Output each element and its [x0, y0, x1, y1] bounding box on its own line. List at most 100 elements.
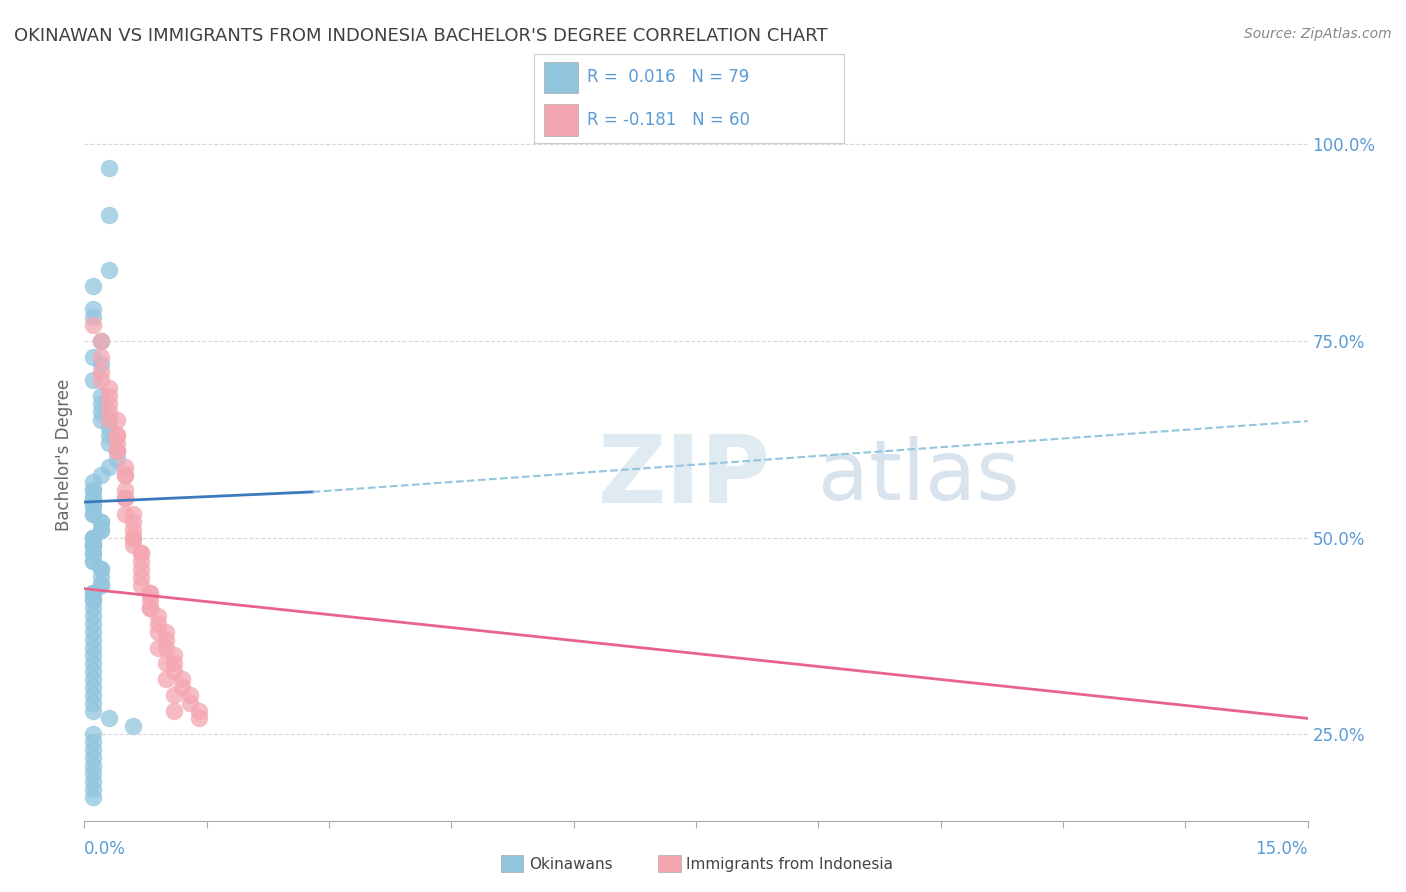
- Point: [131, 562, 153, 576]
- Point: [97, 428, 120, 442]
- Point: [90, 523, 112, 537]
- Point: [97, 412, 120, 426]
- Point: [105, 428, 128, 442]
- Point: [90, 405, 112, 419]
- Point: [82, 499, 104, 513]
- Point: [82, 554, 104, 568]
- Point: [82, 601, 104, 615]
- Point: [163, 657, 186, 671]
- Point: [90, 515, 112, 529]
- Point: [82, 531, 104, 545]
- Point: [82, 531, 104, 545]
- Point: [82, 624, 104, 639]
- Point: [146, 640, 169, 655]
- Point: [105, 436, 128, 450]
- Point: [82, 735, 104, 749]
- Text: atlas: atlas: [818, 436, 1019, 517]
- Point: [97, 711, 120, 725]
- Point: [114, 507, 136, 521]
- Point: [97, 381, 120, 395]
- Point: [138, 601, 160, 615]
- Point: [82, 696, 104, 710]
- Point: [122, 515, 145, 529]
- Point: [97, 397, 120, 411]
- Text: Okinawans: Okinawans: [529, 857, 612, 871]
- Point: [163, 688, 186, 702]
- Point: [90, 365, 112, 379]
- Point: [90, 562, 112, 576]
- Point: [146, 609, 169, 624]
- Point: [187, 711, 209, 725]
- Point: [82, 546, 104, 560]
- Point: [122, 507, 145, 521]
- Point: [90, 515, 112, 529]
- Point: [82, 750, 104, 764]
- Point: [82, 373, 104, 387]
- FancyBboxPatch shape: [544, 104, 578, 136]
- Point: [105, 428, 128, 442]
- Point: [82, 350, 104, 364]
- Point: [82, 593, 104, 607]
- Point: [90, 577, 112, 591]
- Point: [187, 704, 209, 718]
- Point: [82, 648, 104, 663]
- Point: [82, 554, 104, 568]
- Point: [82, 531, 104, 545]
- Point: [82, 507, 104, 521]
- Point: [90, 562, 112, 576]
- Point: [146, 624, 169, 639]
- Point: [105, 444, 128, 458]
- Point: [97, 208, 120, 222]
- Point: [82, 664, 104, 678]
- Point: [97, 405, 120, 419]
- Point: [163, 648, 186, 663]
- Point: [82, 727, 104, 741]
- Point: [82, 782, 104, 797]
- Text: R = -0.181   N = 60: R = -0.181 N = 60: [586, 111, 749, 128]
- Point: [155, 657, 177, 671]
- Point: [82, 672, 104, 686]
- Point: [82, 766, 104, 780]
- Point: [131, 546, 153, 560]
- Point: [122, 719, 145, 733]
- Point: [82, 688, 104, 702]
- Text: Immigrants from Indonesia: Immigrants from Indonesia: [686, 857, 893, 871]
- Point: [90, 334, 112, 348]
- Point: [90, 389, 112, 403]
- Point: [105, 444, 128, 458]
- Point: [82, 318, 104, 333]
- Text: R =  0.016   N = 79: R = 0.016 N = 79: [586, 68, 749, 86]
- Point: [90, 373, 112, 387]
- Point: [82, 585, 104, 599]
- Text: OKINAWAN VS IMMIGRANTS FROM INDONESIA BACHELOR'S DEGREE CORRELATION CHART: OKINAWAN VS IMMIGRANTS FROM INDONESIA BA…: [14, 27, 828, 45]
- Point: [172, 680, 194, 694]
- Point: [138, 601, 160, 615]
- Point: [105, 412, 128, 426]
- Point: [114, 459, 136, 474]
- Point: [97, 420, 120, 434]
- Point: [105, 451, 128, 466]
- Point: [155, 672, 177, 686]
- Point: [131, 546, 153, 560]
- Text: ZIP: ZIP: [598, 431, 770, 523]
- Point: [90, 397, 112, 411]
- Point: [82, 499, 104, 513]
- Y-axis label: Bachelor's Degree: Bachelor's Degree: [55, 379, 73, 531]
- Point: [90, 523, 112, 537]
- Point: [114, 467, 136, 482]
- Point: [90, 412, 112, 426]
- Point: [90, 334, 112, 348]
- Point: [82, 758, 104, 772]
- Point: [90, 577, 112, 591]
- Point: [82, 743, 104, 757]
- Point: [155, 640, 177, 655]
- Point: [82, 491, 104, 505]
- Point: [138, 593, 160, 607]
- Point: [82, 538, 104, 552]
- Point: [82, 531, 104, 545]
- Point: [82, 483, 104, 498]
- Point: [90, 467, 112, 482]
- Point: [131, 570, 153, 584]
- Point: [172, 672, 194, 686]
- Point: [82, 491, 104, 505]
